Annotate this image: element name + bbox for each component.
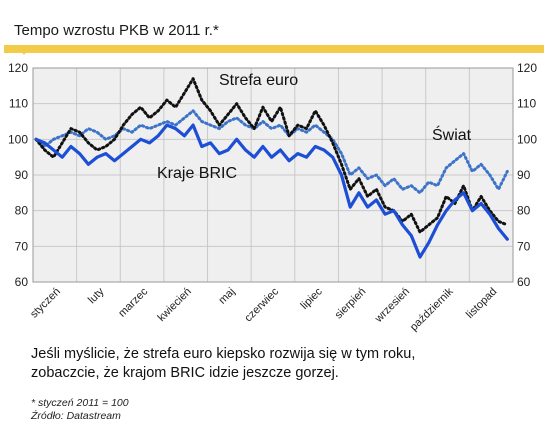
x-tick-label: kwiecień [156, 286, 194, 324]
y-tick-label-right: 110 [517, 97, 536, 111]
x-tick-label: czerwiec [242, 285, 281, 324]
y-tick-label-left: 90 [15, 168, 29, 182]
title-banner-tail [16, 45, 32, 55]
footnote: * styczeń 2011 = 100 [31, 397, 129, 409]
x-tick-label: wrzesień [372, 286, 412, 326]
x-tick-label: sierpień [333, 286, 369, 322]
chart-notes: * styczeń 2011 = 100 Źródło: Datastream [31, 397, 129, 423]
title-banner: Tempo wzrostu PKB w 2011 r.* [4, 3, 544, 53]
y-tick-label-right: 60 [517, 275, 531, 289]
caption-line-2: zobaczcie, że krajom BRIC idzie jeszcze … [31, 365, 339, 381]
x-tick-label: lipiec [299, 285, 326, 312]
label-kraje-bric: Kraje BRIC [157, 165, 237, 182]
y-tick-label-right: 120 [517, 61, 537, 75]
caption-line-1: Jeśli myślicie, że strefa euro kiepsko r… [31, 346, 416, 362]
series-line-kraje-bric [34, 123, 509, 259]
y-tick-label-right: 100 [517, 132, 537, 146]
x-tick-label: październik [408, 285, 456, 333]
x-tick-label: maj [216, 286, 237, 307]
y-tick-label-left: 60 [15, 275, 29, 289]
y-tick-label-left: 100 [8, 132, 28, 146]
plot-frame [32, 67, 514, 283]
y-tick-label-left: 120 [8, 61, 28, 75]
x-tick-label: styczeń [28, 286, 63, 321]
x-tick-label: luty [86, 285, 107, 306]
label-swiat: Świat [432, 125, 472, 144]
y-tick-label-right: 80 [517, 204, 531, 218]
chart-caption: Jeśli myślicie, że strefa euro kiepsko r… [31, 345, 415, 383]
y-tick-label-left: 110 [9, 97, 28, 111]
y-tick-label-left: 80 [15, 204, 29, 218]
x-tick-label: listopad [464, 286, 499, 321]
gdp-growth-chart: 60 60 70 70 80 80 90 90 100 100 110 110 120 120 stycze… [8, 61, 537, 333]
y-tick-label-right: 90 [517, 168, 531, 182]
source-note: Źródło: Datastream [31, 410, 121, 422]
chart-title: Tempo wzrostu PKB w 2011 r.* [14, 22, 219, 39]
y-tick-label-left: 70 [15, 239, 29, 253]
x-tick-label: marzec [116, 285, 150, 319]
label-strefa-euro: Strefa euro [219, 72, 298, 89]
series-line--wiat [34, 109, 509, 195]
series-line-strefa-euro [34, 77, 509, 234]
y-tick-label-right: 70 [517, 239, 531, 253]
